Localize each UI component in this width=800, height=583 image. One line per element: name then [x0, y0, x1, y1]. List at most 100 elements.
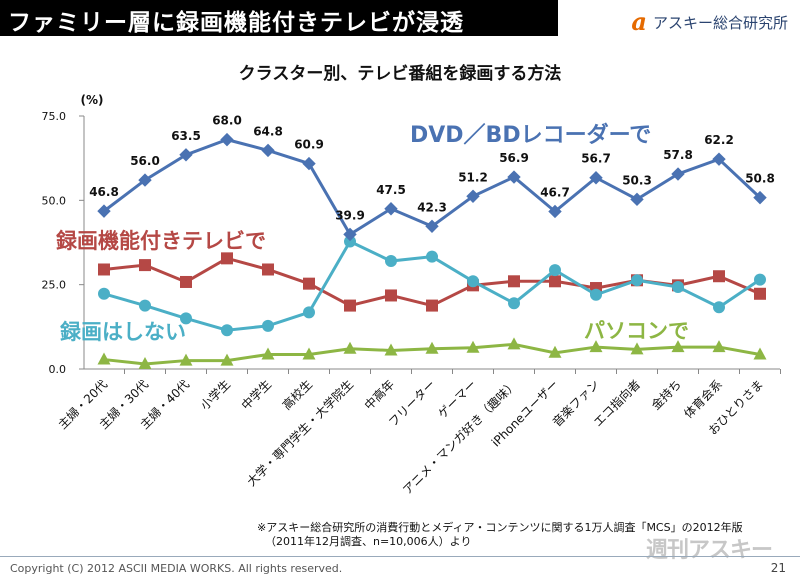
series-line — [103, 256, 761, 308]
data-point-square — [426, 299, 438, 312]
data-point-diamond — [630, 192, 644, 207]
data-point-triangle — [179, 353, 193, 366]
data-label: 62.2 — [704, 133, 734, 147]
data-point-circle — [344, 235, 356, 248]
data-point-circle — [631, 274, 643, 287]
y-tick-label: 75.0 — [42, 110, 67, 123]
data-point-diamond — [753, 190, 767, 205]
y-axis-label: (%) — [81, 93, 104, 107]
data-point-circle — [139, 299, 151, 312]
data-label: 56.7 — [581, 152, 611, 166]
data-point-diamond — [425, 219, 439, 234]
data-label: 39.9 — [335, 208, 365, 222]
data-point-diamond — [466, 189, 480, 203]
slide-title: ファミリー層に録画機能付きテレビが浸透 — [8, 10, 464, 36]
data-point-diamond — [179, 148, 193, 162]
data-point-circle — [754, 273, 766, 286]
series-label: パソコンで — [584, 319, 689, 343]
series-label: 録画機能付きテレビで — [56, 229, 266, 253]
footnote: ※アスキー総合研究所の消費行動とメディア・コンテンツに関する1万人調査「MCS」… — [257, 521, 743, 549]
data-point-square — [713, 270, 725, 283]
data-point-diamond — [589, 171, 603, 185]
data-point-square — [98, 263, 110, 276]
data-point-triangle — [589, 340, 603, 353]
page-number: 21 — [770, 561, 786, 575]
data-point-triangle — [384, 343, 398, 356]
data-label: 50.3 — [622, 173, 652, 187]
x-tick-label: 中高年 — [361, 377, 397, 413]
data-point-circle — [262, 319, 274, 332]
data-point-diamond — [261, 143, 275, 158]
data-point-triangle — [261, 347, 275, 360]
data-point-diamond — [97, 204, 111, 218]
data-point-diamond — [507, 170, 521, 184]
data-point-square — [385, 289, 397, 302]
data-label: 42.3 — [417, 200, 447, 214]
data-point-triangle — [630, 342, 644, 355]
data-label: 50.8 — [745, 172, 775, 186]
data-point-triangle — [671, 340, 685, 353]
data-point-square — [549, 275, 561, 288]
data-point-circle — [180, 312, 192, 325]
x-tick-label: 小学生 — [197, 377, 233, 413]
data-label: 56.9 — [499, 151, 529, 165]
brand-area — [558, 0, 800, 36]
data-point-triangle — [466, 340, 480, 353]
data-point-diamond — [384, 202, 398, 216]
data-point-triangle — [712, 340, 726, 353]
data-label: 51.2 — [458, 170, 488, 184]
brand-mark-icon: a — [631, 7, 647, 36]
y-tick-label: 50.0 — [42, 194, 67, 207]
brand-name: アスキー総合研究所 — [652, 14, 788, 32]
x-tick-label: 高校生 — [279, 377, 315, 413]
line-chart: クラスター別、テレビ番組を録画する方法(%)0.025.050.075.0主婦・… — [42, 63, 781, 497]
footer: Copyright (C) 2012 ASCII MEDIA WORKS. Al… — [0, 556, 800, 583]
data-label: 60.9 — [294, 138, 324, 152]
x-tick-label: 中学生 — [238, 377, 274, 413]
x-tick-label: 金持ち — [648, 377, 684, 413]
data-label: 46.8 — [89, 185, 119, 199]
series-label: DVD／BDレコーダーで — [410, 122, 651, 148]
data-point-circle — [467, 275, 479, 288]
slide-header: ファミリー層に録画機能付きテレビが浸透 a アスキー総合研究所 — [0, 0, 800, 36]
data-point-triangle — [97, 352, 111, 365]
data-label: 56.0 — [130, 154, 160, 168]
data-point-circle — [385, 255, 397, 268]
data-label: 64.8 — [253, 124, 283, 138]
data-point-triangle — [507, 337, 521, 350]
data-point-square — [180, 275, 192, 288]
data-point-diamond — [712, 152, 726, 166]
data-point-diamond — [302, 156, 316, 171]
footnote-line-2: （2011年12月調査、n=10,006人）より — [265, 535, 472, 548]
watermark: 週刊アスキー — [646, 538, 773, 563]
data-label: 68.0 — [212, 114, 242, 128]
data-point-circle — [426, 250, 438, 263]
data-point-square — [262, 263, 274, 276]
data-label: 63.5 — [171, 129, 201, 143]
data-point-triangle — [220, 353, 234, 366]
footnote-line-1: ※アスキー総合研究所の消費行動とメディア・コンテンツに関する1万人調査「MCS」… — [257, 521, 743, 534]
data-point-square — [754, 287, 766, 300]
data-point-diamond — [138, 173, 152, 187]
data-point-circle — [590, 288, 602, 301]
data-point-square — [508, 275, 520, 288]
series-label: 録画はしない — [60, 320, 186, 344]
data-point-circle — [98, 287, 110, 300]
data-point-circle — [508, 297, 520, 310]
data-point-triangle — [138, 356, 152, 369]
chart-title: クラスター別、テレビ番組を録画する方法 — [239, 63, 562, 84]
data-point-circle — [549, 264, 561, 277]
data-point-square — [303, 277, 315, 290]
data-label: 46.7 — [540, 185, 570, 199]
data-point-triangle — [425, 341, 439, 354]
data-point-square — [139, 259, 151, 272]
data-point-circle — [672, 281, 684, 294]
data-point-circle — [713, 301, 725, 314]
brand-logo: a アスキー総合研究所 — [631, 5, 788, 36]
data-point-circle — [221, 324, 233, 337]
data-point-triangle — [343, 341, 357, 354]
data-point-diamond — [671, 167, 685, 181]
data-point-diamond — [343, 227, 357, 242]
data-point-triangle — [302, 347, 316, 360]
data-label: 47.5 — [376, 183, 406, 197]
